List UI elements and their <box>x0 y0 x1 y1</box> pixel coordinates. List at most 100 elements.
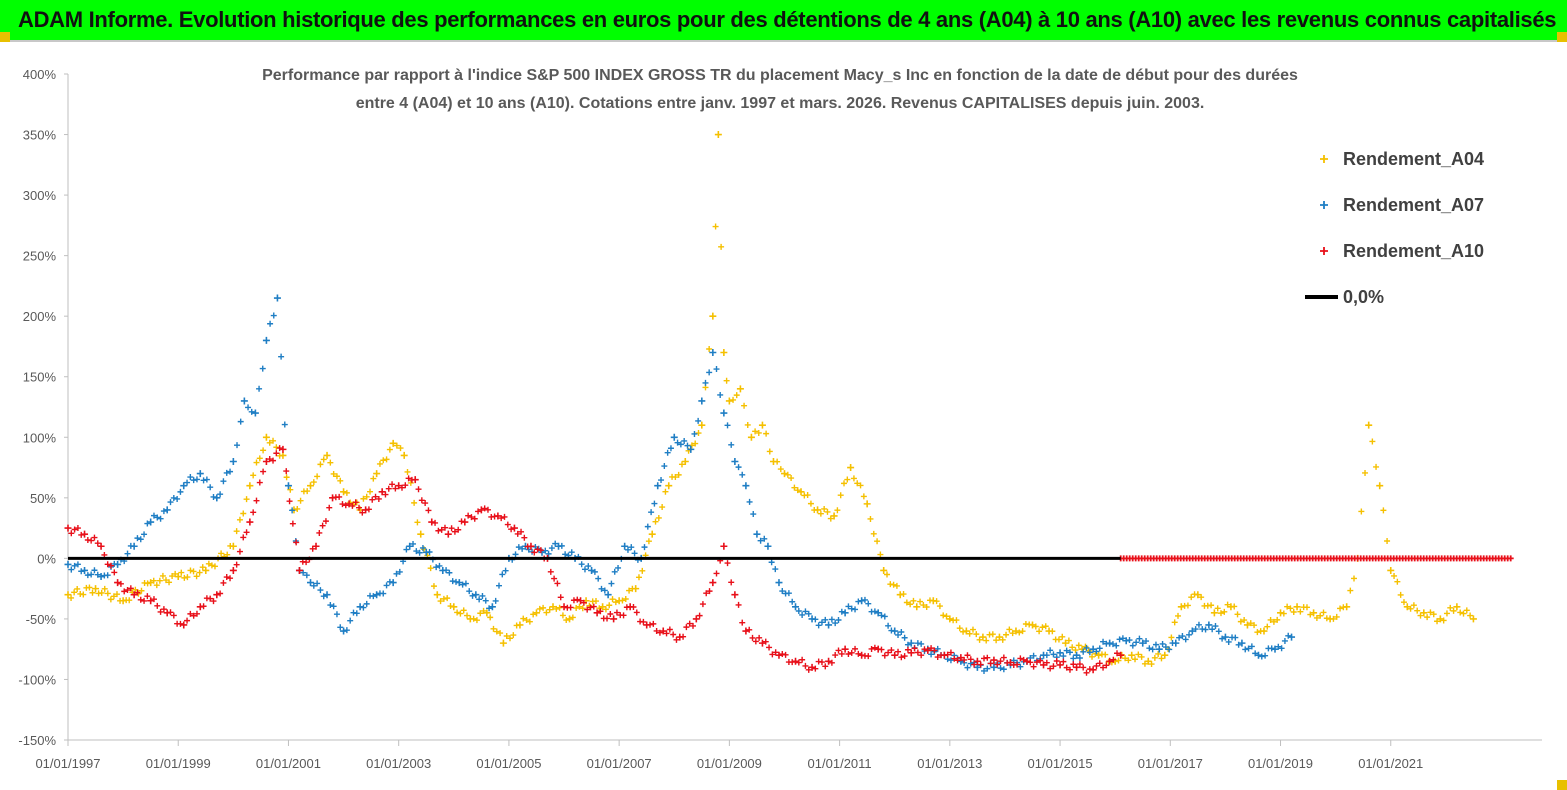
point-marker <box>597 608 604 615</box>
point-marker <box>526 618 533 625</box>
point-marker <box>286 498 293 505</box>
point-marker <box>479 592 486 599</box>
point-marker <box>795 659 802 666</box>
point-marker <box>1443 610 1450 617</box>
point-marker <box>723 377 730 384</box>
point-marker <box>1042 623 1049 630</box>
point-marker <box>588 566 596 574</box>
point-marker <box>174 573 182 581</box>
point-marker <box>278 353 285 360</box>
point-marker <box>1280 610 1287 617</box>
chart-title: Performance par rapport à l'indice S&P 5… <box>262 67 1298 112</box>
point-marker <box>437 598 444 605</box>
point-marker <box>1268 645 1275 652</box>
point-marker <box>243 529 250 536</box>
point-marker <box>709 579 717 587</box>
point-marker <box>74 525 81 532</box>
legend-marker <box>1320 155 1328 163</box>
point-marker <box>1242 646 1249 653</box>
point-marker <box>162 577 169 584</box>
point-marker <box>273 450 280 457</box>
point-marker <box>217 491 224 498</box>
point-marker <box>89 589 96 596</box>
point-marker <box>1176 634 1183 641</box>
point-marker <box>233 528 240 535</box>
point-marker <box>71 562 78 569</box>
point-marker <box>966 630 973 637</box>
point-marker <box>822 616 829 623</box>
point-marker <box>404 468 411 475</box>
point-marker <box>347 617 354 624</box>
point-marker <box>1376 482 1384 490</box>
corner-marker-left <box>0 32 10 42</box>
point-marker <box>791 484 798 491</box>
point-marker <box>898 654 905 661</box>
point-marker <box>611 568 618 575</box>
point-marker <box>545 550 552 557</box>
point-marker <box>818 659 825 666</box>
point-marker <box>1241 617 1248 624</box>
point-marker <box>987 660 994 667</box>
point-marker <box>360 495 367 502</box>
point-marker <box>74 561 81 568</box>
point-marker <box>507 635 514 642</box>
point-marker <box>1082 643 1089 650</box>
point-marker <box>407 479 414 486</box>
point-marker <box>243 496 250 503</box>
point-marker <box>1006 626 1013 633</box>
point-marker <box>848 605 855 612</box>
point-marker <box>516 621 524 629</box>
point-marker <box>761 535 768 542</box>
point-marker <box>604 591 612 599</box>
point-marker <box>1212 623 1219 630</box>
point-marker <box>878 646 885 653</box>
point-marker <box>196 569 203 576</box>
point-marker <box>389 579 397 587</box>
y-tick-label: 0% <box>37 551 56 566</box>
y-tick-label: 250% <box>23 249 57 264</box>
point-marker <box>184 574 191 581</box>
point-marker <box>757 537 764 544</box>
point-marker <box>147 597 155 605</box>
point-marker <box>1274 616 1281 623</box>
point-marker <box>367 488 374 495</box>
point-marker <box>413 548 420 555</box>
point-marker <box>911 645 918 652</box>
point-marker <box>1297 608 1304 615</box>
point-marker <box>217 590 224 597</box>
point-marker <box>246 518 254 526</box>
point-marker <box>190 568 197 575</box>
point-marker <box>237 418 244 425</box>
point-marker <box>805 610 812 617</box>
point-marker <box>289 520 296 527</box>
point-marker <box>1146 645 1153 652</box>
x-tick-label: 01/01/2007 <box>587 756 652 771</box>
point-marker <box>890 581 897 588</box>
point-marker <box>947 649 954 656</box>
point-marker <box>576 603 583 610</box>
point-marker <box>587 604 594 611</box>
point-marker <box>1029 621 1036 629</box>
point-marker <box>267 320 274 327</box>
point-marker <box>772 566 779 573</box>
point-marker <box>134 535 141 542</box>
point-marker <box>802 662 809 669</box>
y-tick-label: 300% <box>23 188 57 203</box>
point-marker <box>815 622 822 629</box>
point-marker <box>428 518 436 526</box>
point-marker <box>750 511 757 518</box>
point-marker <box>281 421 288 428</box>
point-marker <box>372 493 379 500</box>
point-marker <box>703 590 710 597</box>
point-marker <box>184 617 191 624</box>
point-marker <box>94 540 101 547</box>
point-marker <box>414 519 421 526</box>
point-marker <box>210 493 217 500</box>
point-marker <box>735 464 742 471</box>
point-marker <box>845 651 852 658</box>
point-marker <box>730 396 737 403</box>
point-marker <box>1017 655 1024 662</box>
point-marker <box>655 514 662 521</box>
point-marker <box>901 634 908 641</box>
point-marker <box>330 603 337 610</box>
